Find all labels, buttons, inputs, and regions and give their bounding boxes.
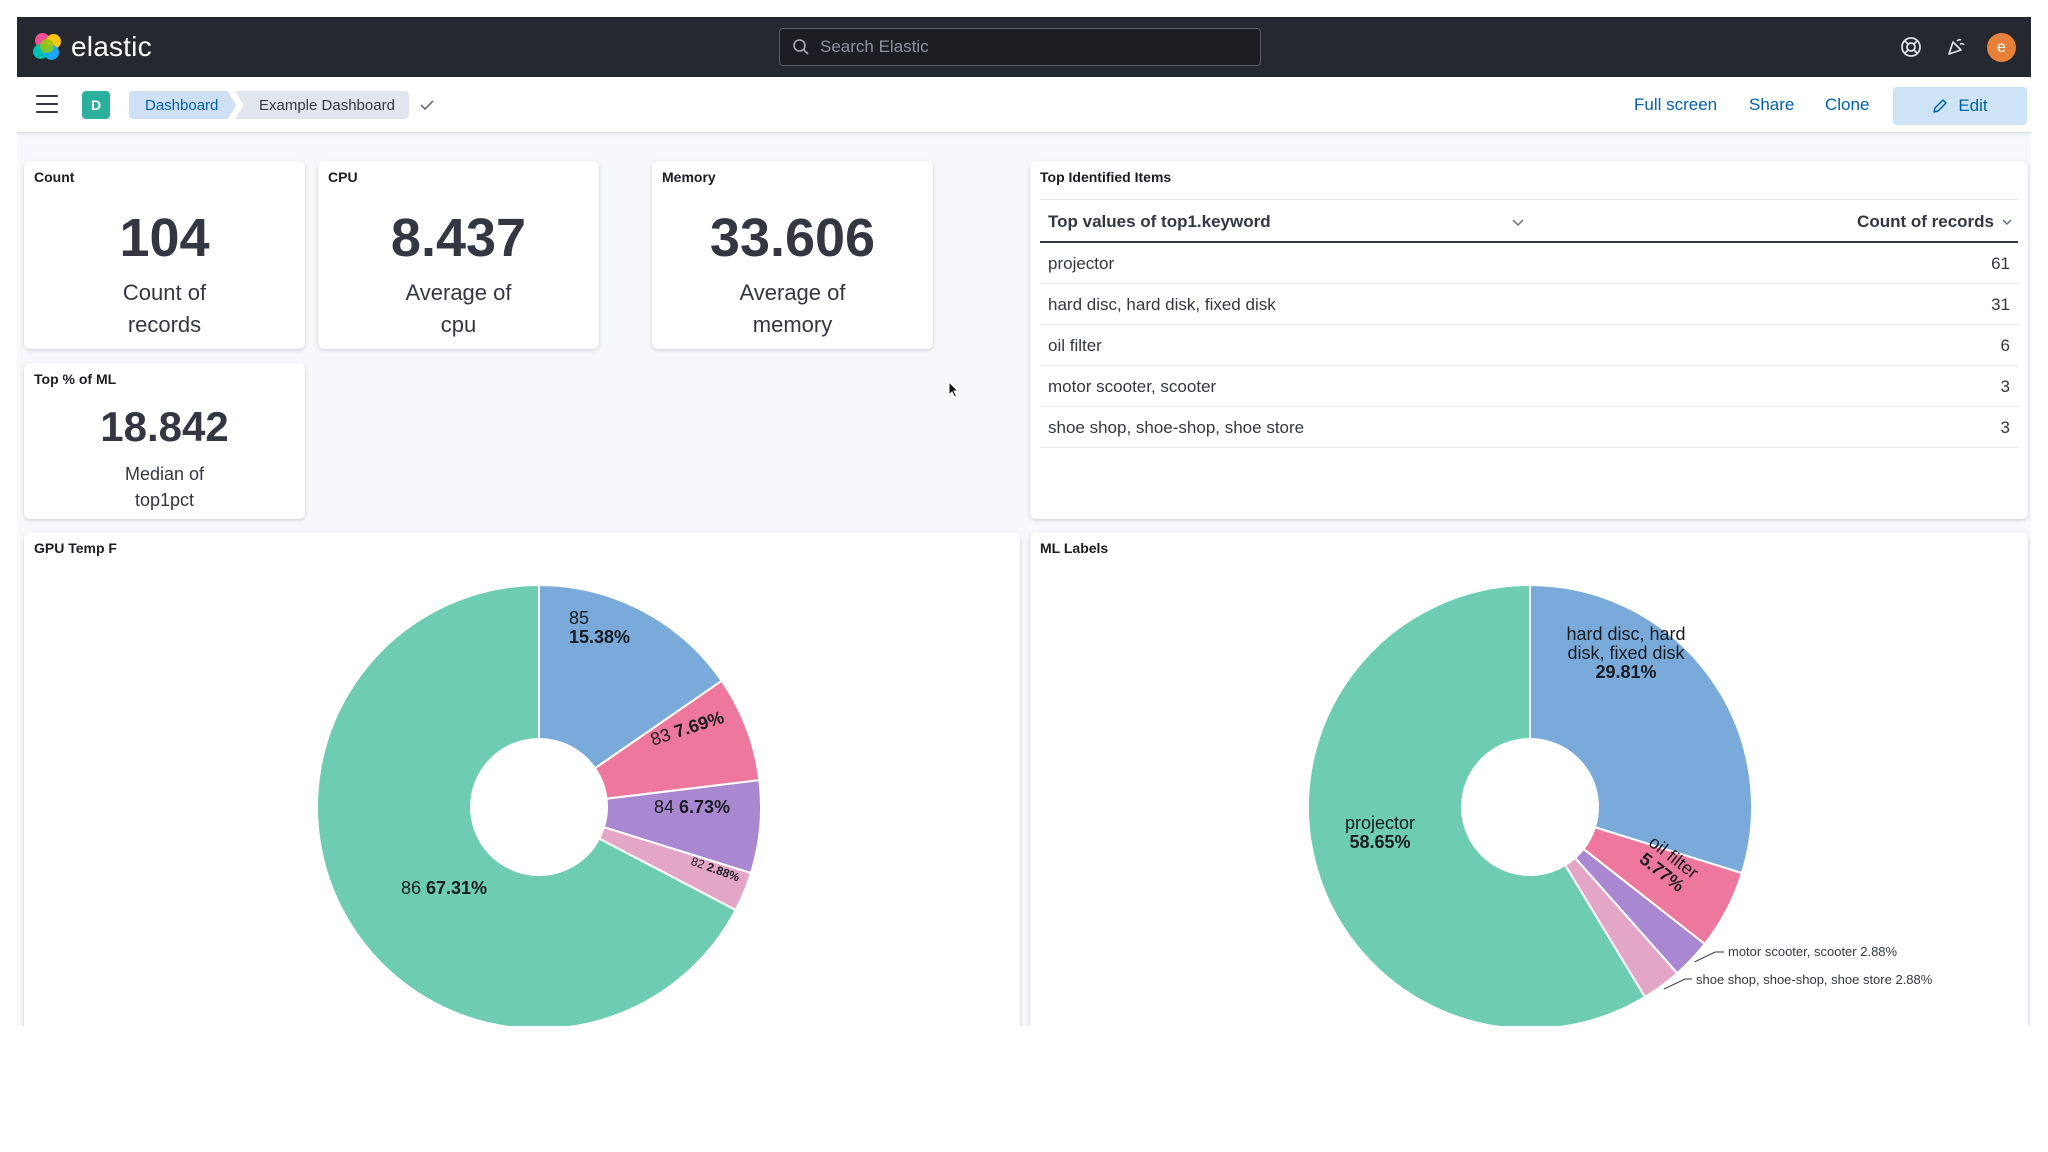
search-input[interactable] <box>820 37 1220 57</box>
elastic-logo[interactable]: elastic <box>33 31 152 63</box>
column-header-count-label: Count of records <box>1857 212 1994 231</box>
pie-slice[interactable] <box>1307 583 1647 1026</box>
svg-text:29.81%: 29.81% <box>1595 662 1656 682</box>
count-panel[interactable]: Count 104 Count of records <box>24 161 305 349</box>
dashboard-toolbar: D Dashboard Example Dashboard Full scree… <box>17 77 2031 133</box>
panel-title: Count <box>34 169 75 185</box>
svg-text:15.38%: 15.38% <box>569 627 630 647</box>
panel-title: CPU <box>328 169 358 185</box>
cell-name: projector <box>1048 254 1115 273</box>
slice-label: 84 6.73% <box>654 797 730 817</box>
cell-count: 3 <box>2000 418 2010 437</box>
help-icon[interactable] <box>1897 33 1925 61</box>
hamburger-menu-icon[interactable] <box>34 93 60 115</box>
panel-title: GPU Temp F <box>34 540 117 556</box>
news-feed-icon[interactable] <box>1942 33 1970 61</box>
metric-label-line1: Median of <box>124 464 205 484</box>
pencil-icon <box>1933 99 1948 113</box>
svg-text:84 6.73%: 84 6.73% <box>654 797 730 817</box>
metric-label-line2: top1pct <box>134 490 195 510</box>
gpu-temp-panel[interactable]: GPU Temp F 85 15.38% 83 7.69% 84 6.73% 82 2.… <box>24 532 1020 1026</box>
table-header: Top values of top1.keyword Count of reco… <box>1040 199 2018 243</box>
check-icon[interactable] <box>415 93 439 117</box>
cell-name: oil filter <box>1048 336 1102 355</box>
table-row[interactable]: oil filter 6 <box>1040 325 2018 366</box>
svg-text:86 67.31%: 86 67.31% <box>401 878 487 898</box>
metric-value: 33.606 <box>709 208 876 268</box>
memory-panel[interactable]: Memory 33.606 Average of memory <box>652 161 933 349</box>
table-row[interactable]: projector 61 <box>1040 243 2018 284</box>
search-icon <box>793 39 809 55</box>
svg-text:85: 85 <box>569 608 589 628</box>
svg-text:58.65%: 58.65% <box>1349 832 1410 852</box>
cell-name: motor scooter, scooter <box>1048 377 1217 396</box>
label-leader-line <box>1694 951 1724 963</box>
edit-button[interactable]: Edit <box>1893 87 2027 125</box>
cell-name: shoe shop, shoe-shop, shoe store <box>1048 418 1305 437</box>
cell-count: 3 <box>2000 377 2010 396</box>
space-avatar[interactable]: D <box>82 91 110 119</box>
table-row[interactable]: hard disc, hard disk, fixed disk 31 <box>1040 284 2018 325</box>
breadcrumb-dashboard[interactable]: Dashboard <box>129 91 237 119</box>
metric-label-line2: memory <box>752 312 833 337</box>
column-header-top-values[interactable]: Top values of top1.keyword <box>1048 212 1271 231</box>
cell-count: 6 <box>2000 336 2010 355</box>
metric-value: 8.437 <box>390 208 527 268</box>
panel-title: ML Labels <box>1040 540 1109 556</box>
column-header-count[interactable]: Count of records <box>1857 212 2014 232</box>
elastic-logo-icon <box>33 32 63 62</box>
mouse-cursor-icon <box>948 381 960 398</box>
slice-label: motor scooter, scooter 2.88% <box>1728 944 1898 959</box>
metric-value: 104 <box>119 208 210 268</box>
user-avatar[interactable]: e <box>1987 33 2016 62</box>
cell-count: 31 <box>1991 295 2010 314</box>
pie-slice[interactable] <box>538 583 724 770</box>
label-leader-line <box>1663 978 1692 990</box>
panel-title: Top % of ML <box>34 371 117 387</box>
metric-label-line2: records <box>127 312 202 337</box>
metric-label-line1: Average of <box>405 280 512 305</box>
global-search[interactable] <box>779 28 1261 66</box>
slice-label: 86 67.31% <box>401 878 487 898</box>
slice-label: shoe shop, shoe-shop, shoe store 2.88% <box>1696 972 1933 987</box>
ml-labels-panel[interactable]: ML Labels hard disc, hard disk, fixed dis… <box>1030 532 2028 1026</box>
metric-value: 18.842 <box>100 403 229 450</box>
metric-label-line1: Count of <box>122 280 207 305</box>
kibana-app: elastic e <box>17 17 2031 1026</box>
cell-name: hard disc, hard disk, fixed disk <box>1048 295 1276 314</box>
top-items-panel[interactable]: Top Identified Items Top values of top1.… <box>1030 161 2028 519</box>
ml-percent-panel[interactable]: Top % of ML 18.842 Median of top1pct <box>24 363 305 519</box>
table-row[interactable]: motor scooter, scooter 3 <box>1040 366 2018 407</box>
share-link[interactable]: Share <box>1749 95 1795 114</box>
svg-text:projector: projector <box>1345 813 1415 833</box>
brand-name: elastic <box>71 31 152 62</box>
panel-title: Memory <box>662 169 716 185</box>
metric-label-line2: cpu <box>440 312 477 337</box>
svg-text:hard disc, hard: hard disc, hard <box>1566 624 1685 644</box>
global-header: elastic e <box>17 17 2031 77</box>
edit-label: Edit <box>1958 96 1988 115</box>
breadcrumb-example-dashboard: Example Dashboard <box>235 91 409 119</box>
pie-slice[interactable] <box>1529 583 1753 875</box>
panel-title: Top Identified Items <box>1040 169 1172 185</box>
pie-slice[interactable] <box>316 583 737 1026</box>
full-screen-link[interactable]: Full screen <box>1634 95 1718 114</box>
cpu-panel[interactable]: CPU 8.437 Average of cpu <box>318 161 599 349</box>
table-row[interactable]: shoe shop, shoe-shop, shoe store 3 <box>1040 407 2018 448</box>
cell-count: 61 <box>1991 254 2010 273</box>
chevron-down-icon[interactable] <box>1510 214 1526 230</box>
chevron-down-icon <box>2002 219 2012 226</box>
svg-text:disk, fixed disk: disk, fixed disk <box>1567 643 1685 663</box>
metric-label-line1: Average of <box>739 280 846 305</box>
clone-link[interactable]: Clone <box>1825 95 1870 114</box>
